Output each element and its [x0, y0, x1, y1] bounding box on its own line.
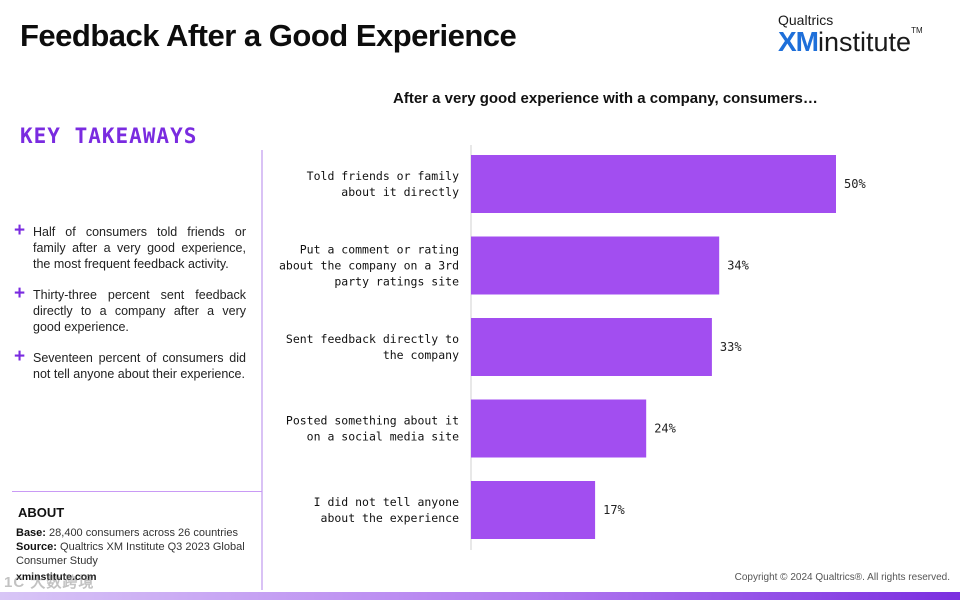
bar-3: [471, 318, 712, 376]
logo-institute: institute: [818, 27, 912, 57]
logo-qualtrics-text: Qualtrics: [778, 12, 834, 28]
category-label-line: party ratings site: [334, 275, 459, 289]
category-label-line: on a social media site: [307, 430, 459, 444]
bar-value-label: 50%: [844, 177, 866, 191]
about-base: Base: 28,400 consumers across 26 countri…: [16, 526, 260, 540]
plus-icon: +: [14, 283, 26, 304]
vertical-divider: [261, 150, 263, 590]
copyright-text: Copyright © 2024 Qualtrics®. All rights …: [734, 572, 950, 583]
category-label: Told friends or family about it directly: [307, 169, 459, 199]
bottom-gradient-bar: [0, 592, 960, 600]
takeaway-item: + Thirty-three percent sent feedback dir…: [14, 283, 246, 335]
takeaway-text: Half of consumers told friends or family…: [33, 225, 246, 271]
about-divider: [12, 491, 262, 492]
bar-value-label: 34%: [727, 259, 749, 273]
source-label: Source:: [16, 541, 57, 553]
category-label-line: Told friends or family: [307, 169, 459, 183]
bar-value-label: 33%: [720, 340, 742, 354]
base-label: Base:: [16, 527, 46, 539]
logo-trademark: TM: [911, 26, 923, 35]
about-body: Base: 28,400 consumers across 26 countri…: [16, 526, 260, 568]
takeaway-item: + Seventeen percent of consumers did not…: [14, 346, 246, 382]
category-label: Posted something about it on a social med…: [286, 414, 459, 444]
category-label-line: I did not tell anyone: [314, 495, 459, 509]
key-takeaways-list: + Half of consumers told friends or fami…: [14, 220, 246, 397]
takeaway-text: Seventeen percent of consumers did not t…: [33, 351, 246, 381]
bar-5: [471, 481, 596, 539]
category-label-line: Posted something about it: [286, 414, 459, 428]
bar-chart: 50% Told friends or family about it direct…: [279, 145, 866, 550]
base-text: 28,400 consumers across 26 countries: [49, 527, 238, 539]
plus-icon: +: [14, 220, 26, 241]
plus-icon: +: [14, 346, 26, 367]
category-label-line: about the experience: [321, 511, 460, 525]
bar-2: [471, 236, 720, 295]
category-label-line: the company: [383, 348, 459, 362]
category-label: Sent feedback directly to the company: [286, 332, 459, 362]
bar-value-label: 17%: [603, 503, 625, 517]
about-title: ABOUT: [18, 505, 65, 520]
bar-value-label: 24%: [654, 422, 676, 436]
about-source: Source: Qualtrics XM Institute Q3 2023 G…: [16, 540, 260, 568]
category-label: Put a comment or rating about the company…: [279, 243, 459, 289]
takeaway-text: Thirty-three percent sent feedback direc…: [33, 288, 246, 334]
key-takeaways-heading: KEY TAKEAWAYS: [20, 124, 198, 148]
takeaway-item: + Half of consumers told friends or fami…: [14, 220, 246, 272]
logo-xm: XM: [778, 26, 819, 57]
logo-main-text: XMinstituteTM: [778, 26, 923, 58]
bar-1: [471, 155, 836, 213]
category-label-line: about the company on a 3rd: [279, 259, 459, 273]
chart-title: After a very good experience with a comp…: [393, 90, 818, 107]
watermark: 1C 大数跨境: [4, 574, 95, 591]
category-label: I did not tell anyone about the experienc…: [314, 495, 459, 525]
page-title: Feedback After a Good Experience: [20, 18, 517, 53]
bar-4: [471, 399, 647, 458]
category-label-line: Put a comment or rating: [300, 243, 459, 257]
website-domain: xminstitute.com: [16, 571, 97, 583]
source-text: Qualtrics XM Institute Q3 2023 Global Co…: [16, 541, 245, 567]
category-label-line: about it directly: [341, 185, 459, 199]
category-label-line: Sent feedback directly to: [286, 332, 459, 346]
